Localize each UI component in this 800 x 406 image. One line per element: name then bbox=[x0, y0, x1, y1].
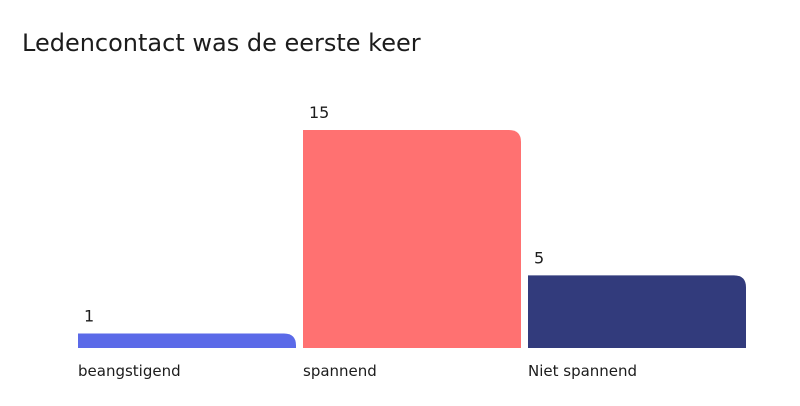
value-label: 5 bbox=[534, 248, 544, 267]
bar bbox=[528, 275, 746, 348]
x-tick-label: beangstigend bbox=[78, 362, 181, 380]
x-tick-label: Niet spannend bbox=[528, 362, 637, 380]
x-tick-label: spannend bbox=[303, 362, 377, 380]
bar bbox=[78, 333, 296, 348]
chart-title: Ledencontact was de eerste keer bbox=[22, 29, 421, 57]
bar bbox=[303, 130, 521, 348]
value-label: 1 bbox=[84, 306, 94, 325]
value-label: 15 bbox=[309, 103, 329, 122]
